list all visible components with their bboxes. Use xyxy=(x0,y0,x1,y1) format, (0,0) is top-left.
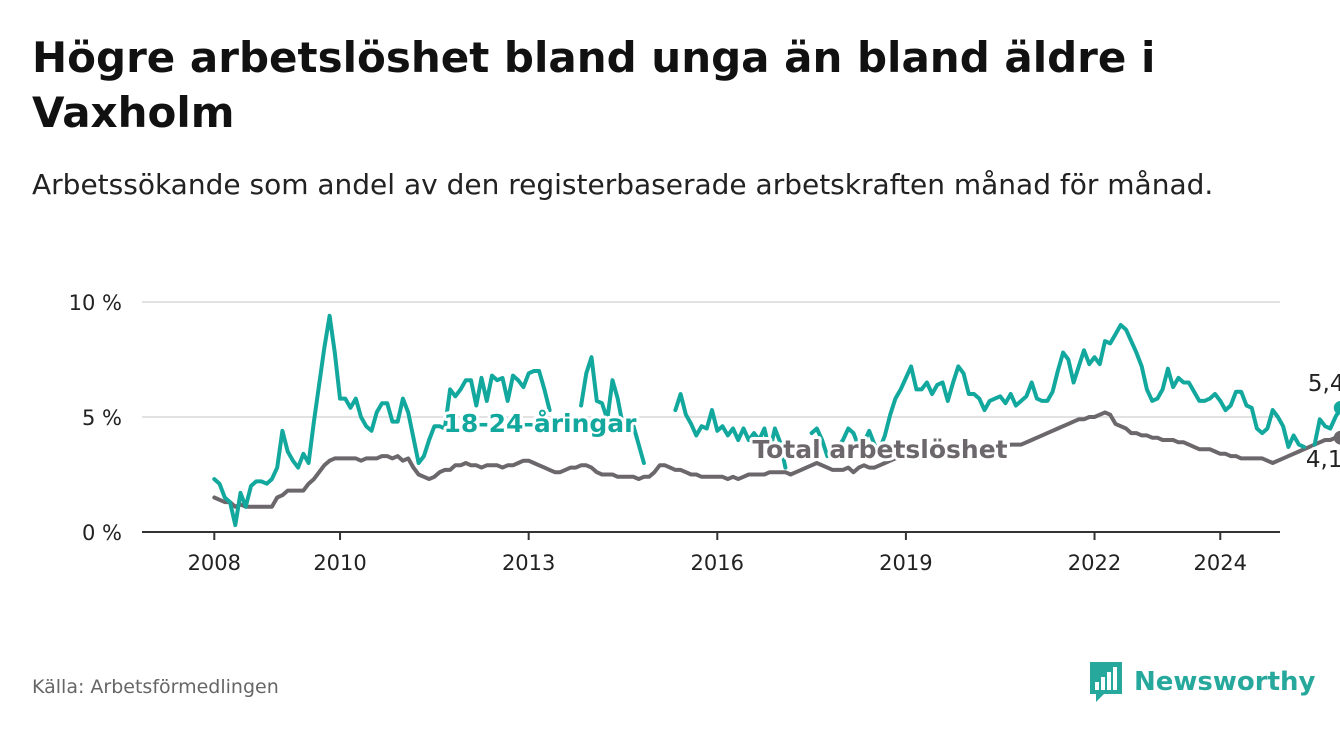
series-line-total xyxy=(212,410,1340,509)
newsworthy-logo-icon xyxy=(1090,662,1122,702)
end-label-total: 4,1 % xyxy=(1306,447,1340,473)
x-tick-label: 2016 xyxy=(691,551,744,575)
x-axis: 2008 2010 2013 2016 2019 2022 2024 xyxy=(142,531,1280,575)
end-point-youth xyxy=(1333,400,1340,415)
end-point-total xyxy=(1333,430,1340,445)
brand-logo: Newsworthy xyxy=(1088,660,1315,704)
y-axis-labels: 0 % 5 % 10 % xyxy=(69,291,122,545)
x-tick-label: 2008 xyxy=(188,551,241,575)
series-lines xyxy=(212,313,1340,528)
end-label-youth: 5,4 % xyxy=(1308,371,1340,397)
series-label-youth: 18-24-åringar xyxy=(444,409,638,438)
chart-title: Högre arbetslöshet bland unga än bland ä… xyxy=(32,33,1156,137)
x-tick-label: 2013 xyxy=(502,551,555,575)
chart-subtitle: Arbetssökande som andel av den registerb… xyxy=(32,168,1214,201)
x-tick-label: 2010 xyxy=(313,551,366,575)
series-label-total: Total arbetslöshet xyxy=(752,435,1007,464)
y-tick-label: 5 % xyxy=(82,406,122,430)
x-tick-label: 2022 xyxy=(1068,551,1121,575)
y-tick-label: 0 % xyxy=(82,521,122,545)
y-tick-label: 10 % xyxy=(69,291,122,315)
source-note: Källa: Arbetsförmedlingen xyxy=(32,676,279,698)
x-tick-label: 2024 xyxy=(1194,551,1247,575)
brand-name: Newsworthy xyxy=(1134,667,1316,697)
gridlines xyxy=(142,301,1280,418)
series-line-youth xyxy=(212,313,1340,528)
x-tick-label: 2019 xyxy=(879,551,932,575)
series-annotations: 18-24-åringar Total arbetslöshet 5,4 % 4,1 … xyxy=(441,368,1340,476)
